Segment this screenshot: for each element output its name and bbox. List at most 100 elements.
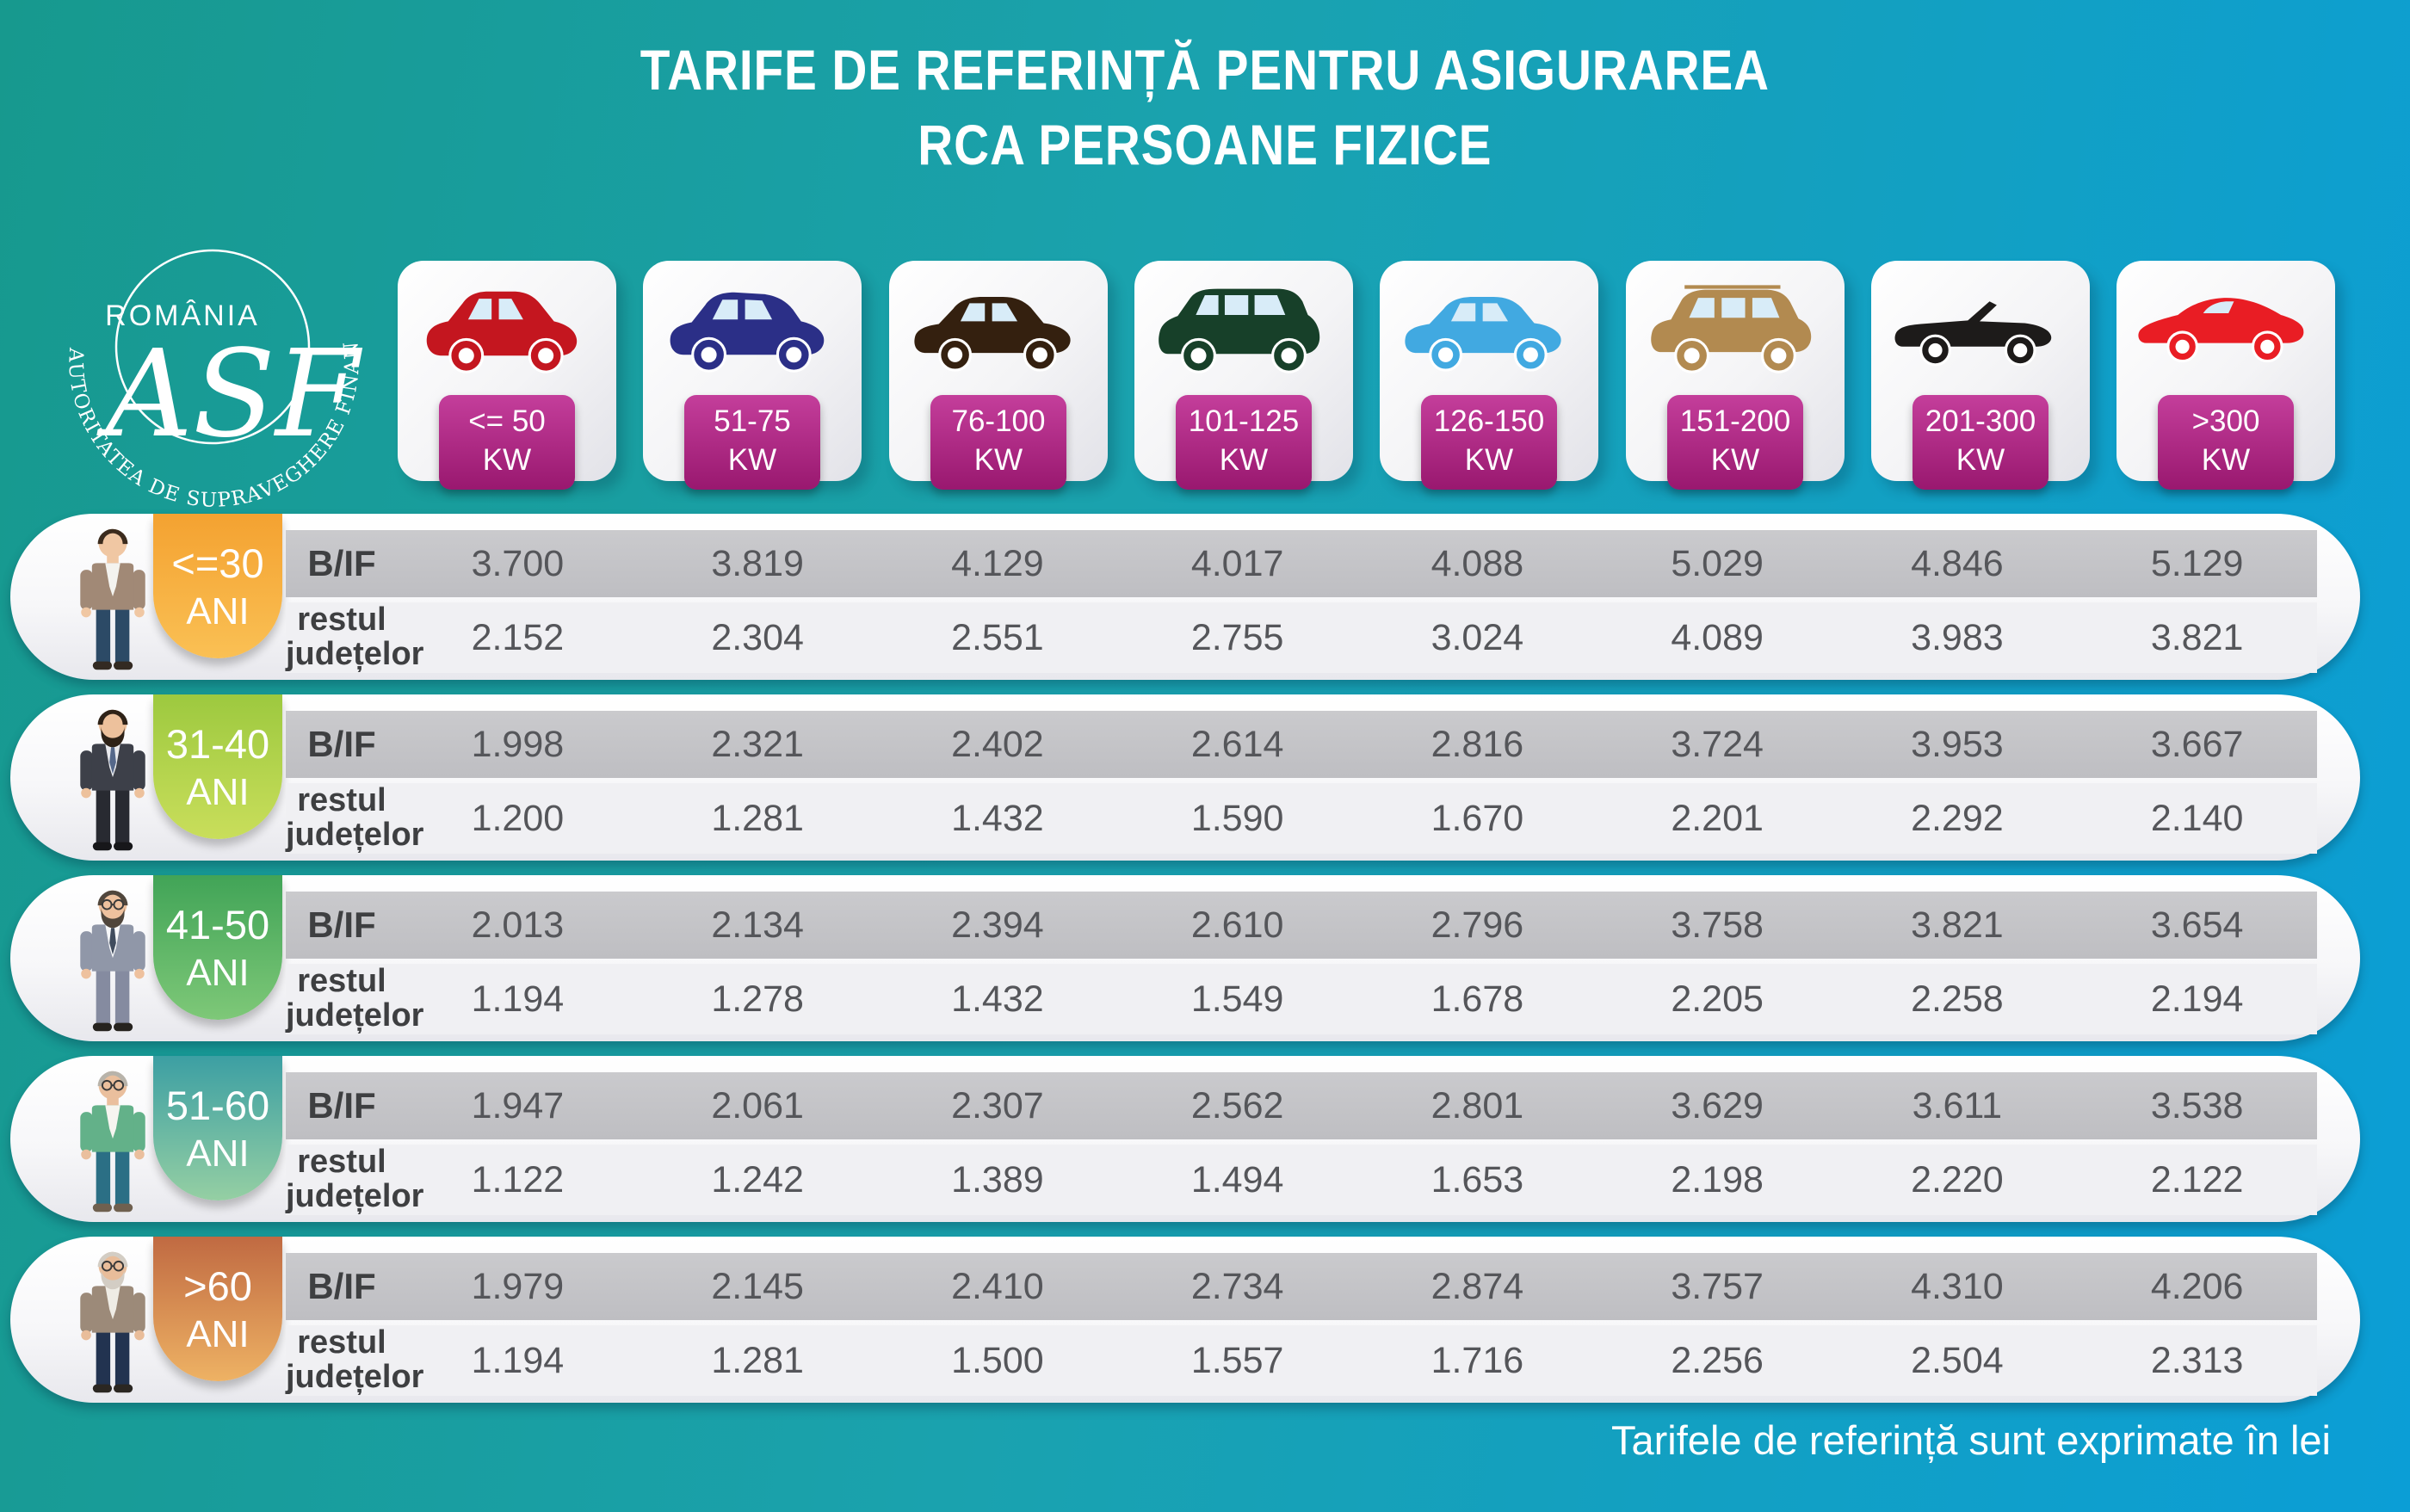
age-badge: 41-50 ANI: [153, 875, 282, 1020]
kw-range-label: 126-150: [1433, 404, 1545, 439]
tariff-value-rest: 1.432: [951, 797, 1044, 839]
tariff-value-bif: 2.734: [1190, 1265, 1284, 1307]
power-card: 201-300 KW: [1871, 261, 2090, 490]
age-row: >60 ANI B/IF 1.979 2.145 2.410 2.734 2.874 3.757…: [10, 1237, 2360, 1403]
tariff-value-bif: 3.538: [2150, 1084, 2244, 1126]
tariff-value-rest: 1.200: [471, 797, 565, 839]
tariff-value-bif: 3.724: [1671, 723, 1764, 765]
tariff-value-bif: 2.796: [1431, 904, 1524, 946]
kw-unit-label: KW: [1710, 443, 1760, 478]
tariff-value-rest: 1.590: [1190, 797, 1284, 839]
rest-label: restul județelor: [286, 602, 424, 672]
kw-range-badge: 51-75 KW: [684, 395, 820, 490]
tariff-value-rest: 2.551: [951, 616, 1044, 658]
tariff-value-bif: 2.614: [1190, 723, 1284, 765]
tariff-value-bif: 3.611: [1912, 1084, 2003, 1126]
tariff-value-rest: 1.194: [471, 1339, 565, 1381]
age-range-label: 51-60: [165, 1083, 270, 1128]
tariff-value-bif: 2.410: [951, 1265, 1044, 1307]
kw-range-badge: 201-300 KW: [1913, 395, 2048, 490]
tariff-value-rest: 3.821: [2150, 616, 2244, 658]
bif-band: B/IF 1.979 2.145 2.410 2.734 2.874 3.757 4.310 4…: [286, 1253, 2317, 1320]
rest-label-line2: județelor: [286, 997, 424, 1034]
tariff-value-rest: 2.304: [711, 616, 804, 658]
tariff-value-rest: 2.256: [1671, 1339, 1764, 1381]
age-badge: >60 ANI: [153, 1237, 282, 1381]
tariff-value-bif: 2.816: [1431, 723, 1524, 765]
person-icon: [48, 885, 177, 1038]
tariff-value-rest: 1.678: [1431, 978, 1524, 1020]
rest-label-line2: județelor: [286, 636, 424, 672]
tariff-value-bif: 3.700: [471, 542, 565, 584]
tariff-value-bif: 3.654: [2150, 904, 2244, 946]
power-class-header: <= 50 KW 51-75 KW 76-100 KW 101-125 KW 126-150 KW…: [0, 261, 2410, 493]
tariff-value-bif: 3.819: [711, 542, 804, 584]
suv-icon: [1645, 285, 1826, 380]
bif-band: B/IF 1.947 2.061 2.307 2.562 2.801 3.629 3.611 3…: [286, 1072, 2317, 1139]
age-row: <=30 ANI B/IF 3.700 3.819 4.129 4.017 4.088 5.02…: [10, 514, 2360, 680]
age-unit-label: ANI: [186, 952, 250, 994]
rest-label-line2: județelor: [286, 817, 424, 853]
kw-unit-label: KW: [727, 443, 777, 478]
tariff-value-rest: 1.389: [951, 1158, 1044, 1200]
sports-car-icon: [2135, 285, 2316, 380]
rest-label-line2: județelor: [286, 1178, 424, 1214]
tariff-value-bif: 2.013: [471, 904, 565, 946]
page-title: TARIFE DE REFERINȚĂ PENTRU ASIGURAREA RC…: [0, 33, 2410, 182]
minivan-icon: [1153, 285, 1334, 380]
tariff-value-rest: 1.716: [1431, 1339, 1524, 1381]
tariff-value-rest: 1.122: [471, 1158, 565, 1200]
tariff-value-bif: 2.307: [951, 1084, 1044, 1126]
tariff-value-bif: 4.088: [1431, 542, 1524, 584]
tariff-value-bif: 2.321: [711, 723, 804, 765]
power-card: 51-75 KW: [643, 261, 862, 490]
logo-country-label: ROMÂNIA: [105, 299, 260, 332]
tariff-value-rest: 4.089: [1671, 616, 1764, 658]
tariff-value-rest: 2.258: [1911, 978, 2004, 1020]
tariff-value-bif: 2.610: [1190, 904, 1284, 946]
sedan-icon: [1399, 285, 1579, 380]
tariff-value-rest: 2.201: [1671, 797, 1764, 839]
tariff-value-bif: 2.874: [1431, 1265, 1524, 1307]
tariff-value-rest: 2.504: [1911, 1339, 2004, 1381]
rest-label-line1: restul: [297, 1144, 386, 1181]
rest-label: restul județelor: [286, 783, 424, 853]
tariff-value-rest: 3.024: [1431, 616, 1524, 658]
tariff-value-rest: 1.194: [471, 978, 565, 1020]
tariff-value-rest: 3.983: [1911, 616, 2004, 658]
tariff-value-rest: 1.500: [951, 1339, 1044, 1381]
tariff-value-rest: 2.122: [2150, 1158, 2244, 1200]
age-unit-label: ANI: [186, 1132, 250, 1175]
power-card: >300 KW: [2116, 261, 2335, 490]
tariff-value-bif: 2.394: [951, 904, 1044, 946]
bif-label: B/IF: [307, 1266, 376, 1306]
city-car-icon: [417, 285, 597, 380]
rest-label-line1: restul: [297, 963, 386, 1000]
age-unit-label: ANI: [186, 1313, 250, 1355]
power-card: 101-125 KW: [1134, 261, 1353, 490]
tariff-value-rest: 1.281: [711, 797, 804, 839]
rest-band: restul județelor 2.152 2.304 2.551 2.755 3.024…: [286, 602, 2317, 673]
age-row: 31-40 ANI B/IF 1.998 2.321 2.402 2.614 2.816 3.7…: [10, 694, 2360, 861]
rest-band: restul județelor 1.194 1.281 1.500 1.557 1.716…: [286, 1325, 2317, 1396]
tariff-value-bif: 1.947: [471, 1084, 565, 1126]
asf-logo: ROMÂNIA ASF AUTORITATEA DE SUPRAVEGHERE …: [45, 239, 363, 512]
tariff-value-rest: 1.549: [1190, 978, 1284, 1020]
kw-unit-label: KW: [2201, 443, 2251, 478]
tariff-value-bif: 3.953: [1911, 723, 2004, 765]
rest-label-line2: județelor: [286, 1359, 424, 1395]
tariff-value-bif: 2.145: [711, 1265, 804, 1307]
tariff-value-bif: 4.310: [1911, 1265, 2004, 1307]
rest-band: restul județelor 1.200 1.281 1.432 1.590 1.670…: [286, 783, 2317, 854]
kw-unit-label: KW: [1219, 443, 1269, 478]
tariff-value-rest: 2.140: [2150, 797, 2244, 839]
tariff-value-rest: 2.292: [1911, 797, 2004, 839]
kw-range-badge: 76-100 KW: [930, 395, 1066, 490]
person-icon: [48, 704, 177, 857]
person-icon: [48, 1065, 177, 1219]
age-unit-label: ANI: [186, 590, 250, 633]
kw-range-label: <= 50: [468, 404, 546, 439]
tariff-value-rest: 1.242: [711, 1158, 804, 1200]
tariff-value-rest: 1.432: [951, 978, 1044, 1020]
page-title-line1: TARIFE DE REFERINȚĂ PENTRU ASIGURAREA: [640, 38, 1770, 102]
